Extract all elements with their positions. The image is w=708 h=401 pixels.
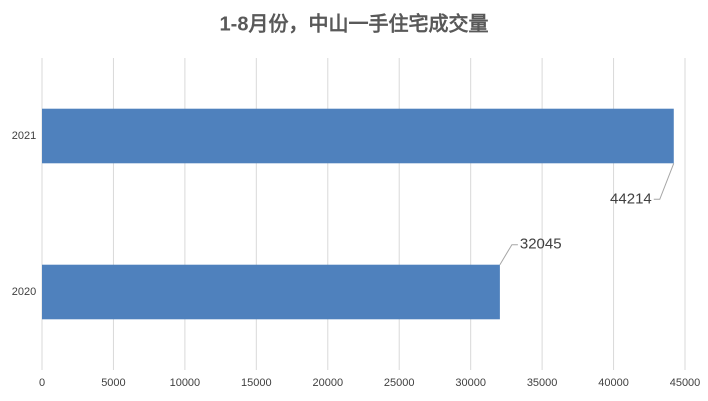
bar [42, 264, 500, 320]
x-tick-label: 10000 [170, 377, 201, 389]
data-label: 44214 [610, 190, 652, 207]
leader-line [653, 163, 675, 200]
x-tick-label: 30000 [455, 377, 486, 389]
x-tick-label: 20000 [312, 377, 343, 389]
bar [42, 108, 674, 164]
x-tick-label: 0 [39, 377, 45, 389]
x-tick-label: 15000 [241, 377, 272, 389]
chart-title: 1-8月份，中山一手住宅成交量 [220, 11, 489, 35]
y-tick-label: 2020 [12, 286, 36, 298]
x-tick-label: 25000 [384, 377, 415, 389]
x-tick-label: 45000 [670, 377, 701, 389]
x-tick-label: 35000 [527, 377, 558, 389]
leader-line [499, 244, 518, 265]
x-tick-label: 40000 [598, 377, 629, 389]
x-tick-label: 5000 [101, 377, 125, 389]
data-label: 32045 [520, 236, 562, 253]
y-tick-label: 2021 [12, 130, 36, 142]
